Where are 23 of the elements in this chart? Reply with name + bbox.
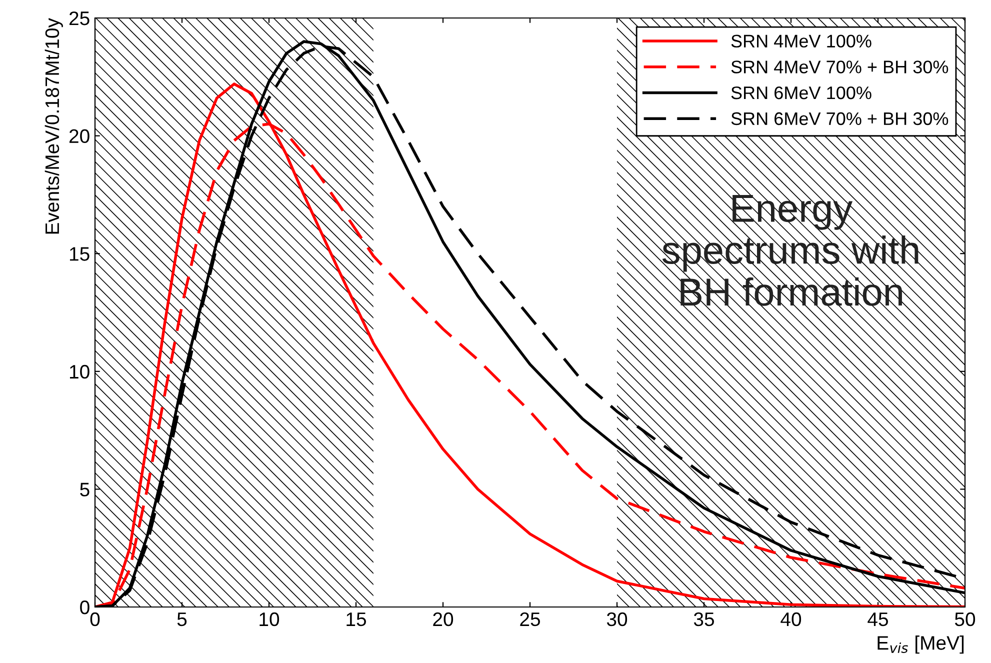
y-tick-label: 15 [70,247,90,261]
y-tick-label: 10 [70,364,90,379]
y-tick-label: 20 [69,129,90,144]
x-tick-label: 15 [346,612,366,626]
legend-label: SRN 4MeV 100% [731,34,872,48]
x-tick-label: 25 [520,612,540,626]
y-tick-label: 5 [80,482,90,496]
x-tick-label: 45 [868,612,888,626]
x-tick-label: 35 [694,612,714,626]
y-tick-label: 25 [69,11,90,26]
x-axis-title: E$_{vis}$ [MeV] [878,636,964,654]
legend-label: SRN 6MeV 100% [731,86,872,100]
y-axis-title: Events/MeV/0.187Mt/10y [44,18,63,234]
legend-label: SRN 6MeV 70% + BH 30% [731,112,948,126]
x-tick-label: 10 [260,612,280,626]
x-tick-label: 40 [780,612,802,626]
x-tick-label: 0 [90,612,100,626]
y-tick-label: 0 [80,600,90,614]
x-tick-label: 20 [433,612,454,626]
x-tick-label: 50 [954,612,976,626]
legend-label: SRN 4MeV 70% + BH 30% [731,60,948,74]
x-tick-label: 30 [606,612,628,626]
x-tick-label: 5 [177,612,187,626]
